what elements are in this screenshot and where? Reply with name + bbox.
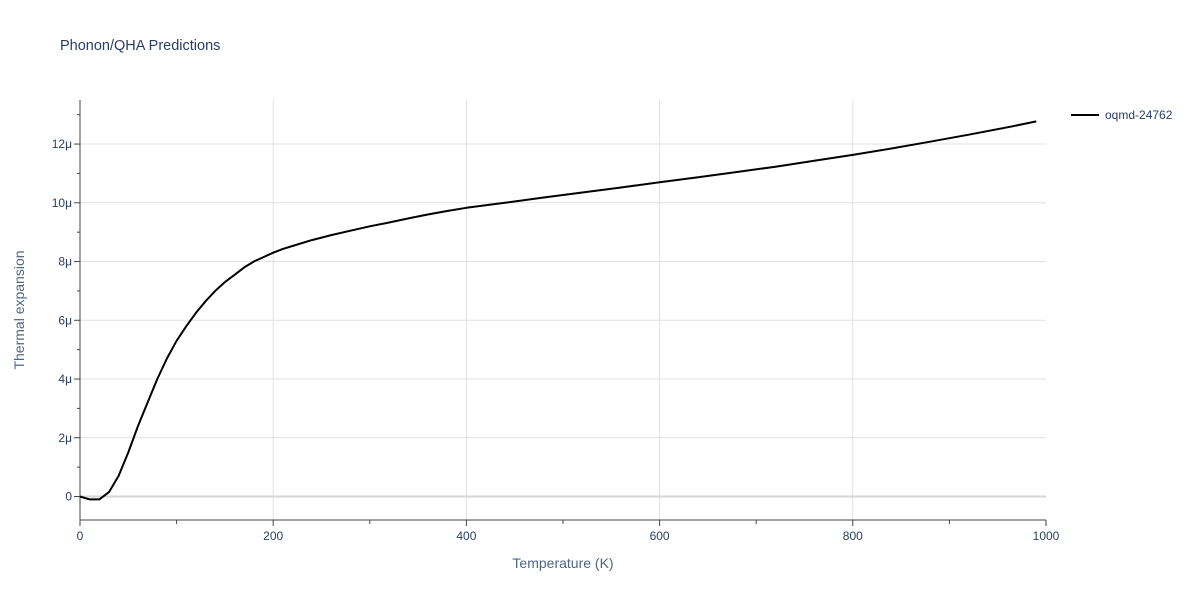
- legend[interactable]: oqmd-24762: [1071, 108, 1173, 122]
- axes: 0 200 400 600 800 1000 0 2μ 4μ 6μ 8μ 10μ 12μ: [52, 100, 1060, 543]
- legend-label: oqmd-24762: [1105, 108, 1173, 122]
- y-tick-label: 0: [65, 490, 72, 504]
- x-tick-label: 1000: [1033, 529, 1060, 543]
- x-axis-title: Temperature (K): [512, 555, 613, 571]
- x-tick-label: 400: [456, 529, 476, 543]
- y-tick-label: 8μ: [58, 255, 72, 269]
- plot-area: [79, 120, 1037, 501]
- x-tick-label: 0: [77, 529, 84, 543]
- grid: [80, 100, 1046, 520]
- x-tick-label: 800: [843, 529, 863, 543]
- y-tick-label: 12μ: [52, 137, 72, 151]
- y-tick-label: 10μ: [52, 196, 72, 210]
- y-tick-label: 4μ: [58, 372, 72, 386]
- series-line[interactable]: [79, 120, 1037, 501]
- y-axis-title: Thermal expansion: [11, 250, 27, 369]
- y-tick-label: 2μ: [58, 431, 72, 445]
- x-tick-label: 200: [263, 529, 283, 543]
- y-tick-label: 6μ: [58, 313, 72, 327]
- x-tick-label: 600: [650, 529, 670, 543]
- chart-title: Phonon/QHA Predictions: [60, 38, 220, 54]
